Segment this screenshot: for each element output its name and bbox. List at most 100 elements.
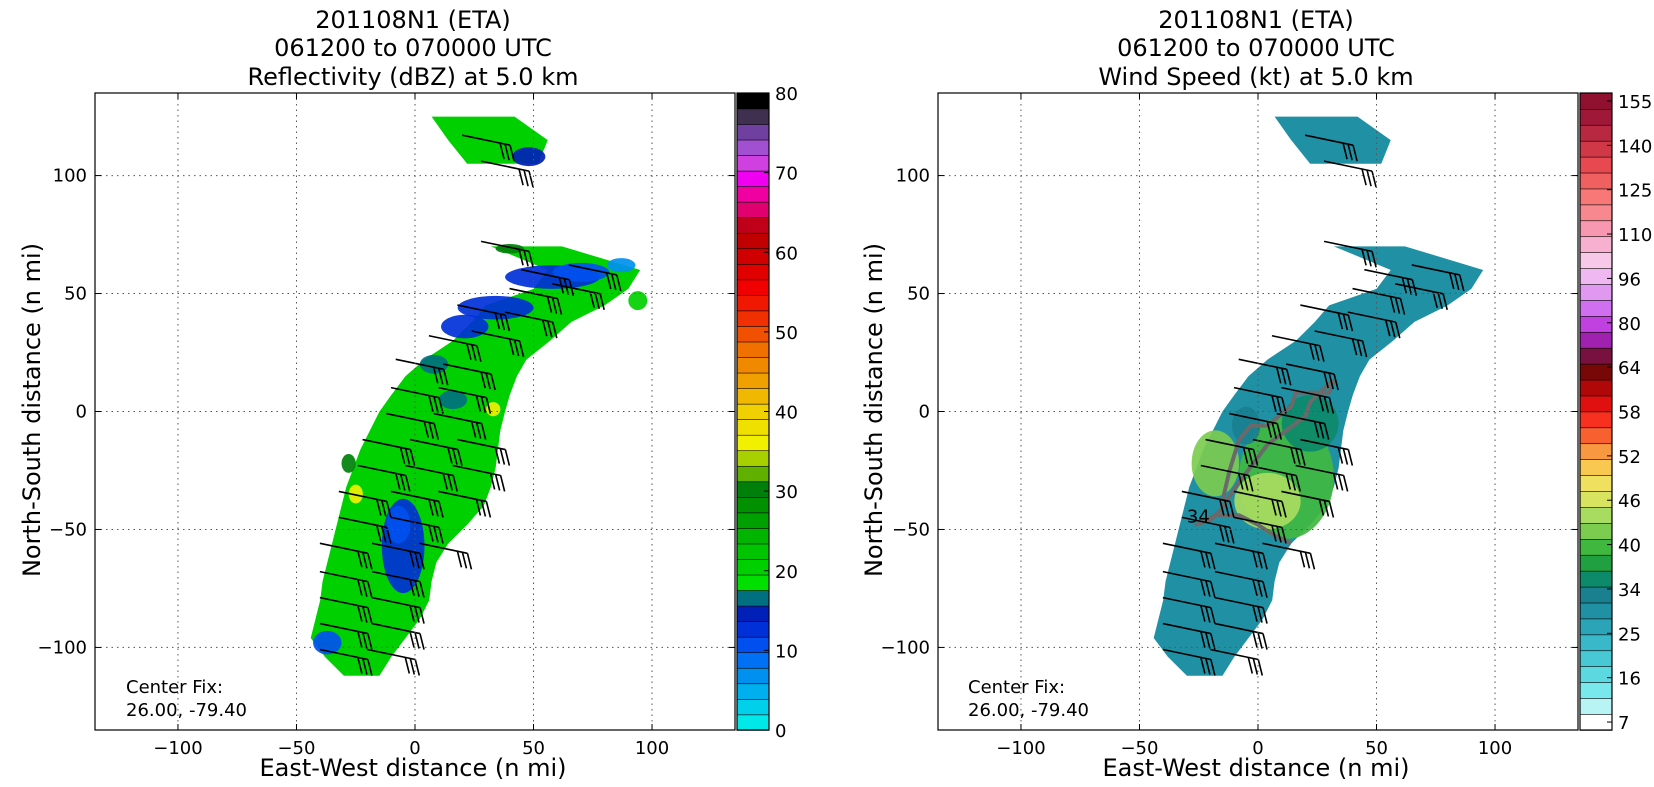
right-colorbar-bin bbox=[1579, 474, 1613, 492]
left-wind-barb bbox=[390, 490, 444, 518]
left-y-tick-label: 0 bbox=[76, 402, 87, 423]
left-wind-barb bbox=[371, 542, 425, 570]
right-wind-barb bbox=[1162, 648, 1216, 676]
left-colorbar-bin bbox=[736, 620, 770, 638]
left-wind-barb bbox=[452, 464, 506, 492]
right-colorbar-bin bbox=[1579, 634, 1613, 652]
left-wind-barb bbox=[357, 464, 411, 492]
right-wind-barb bbox=[1395, 283, 1448, 311]
right-colorbar-bin bbox=[1579, 379, 1613, 397]
right-wind-barb bbox=[1314, 330, 1368, 358]
right-y-tick-label: 100 bbox=[896, 166, 930, 187]
left-colorbar-bin bbox=[736, 512, 770, 529]
left-echo-cell bbox=[438, 390, 468, 410]
right-x-tick-label: −100 bbox=[996, 738, 1045, 759]
right-echo-cell bbox=[1281, 394, 1339, 452]
right-colorbar-bin bbox=[1579, 140, 1613, 158]
left-wind-barb bbox=[395, 358, 449, 386]
right-colorbar-bin bbox=[1579, 283, 1613, 301]
left-y-axis-label: North-South distance (n mi) bbox=[18, 243, 46, 577]
right-colorbar-bin bbox=[1579, 650, 1613, 668]
left-colorbar-bin bbox=[736, 434, 770, 452]
right-wind-barb bbox=[1281, 490, 1335, 518]
right-wind-barb bbox=[1214, 622, 1268, 650]
right-colorbar-tick-label: 25 bbox=[1618, 624, 1641, 645]
right-wind-barb bbox=[1214, 542, 1268, 570]
left-colorbar-bin bbox=[736, 652, 770, 669]
right-wind-barb bbox=[1248, 464, 1301, 492]
right-x-tick-label: −50 bbox=[1120, 738, 1158, 759]
right-x-tick-label: 100 bbox=[1478, 738, 1512, 759]
left-echo-cell bbox=[341, 453, 356, 473]
right-wind-barb bbox=[1162, 622, 1216, 650]
left-colorbar-bin bbox=[736, 294, 770, 312]
left-wind-barb bbox=[461, 134, 515, 162]
left-echo-cell bbox=[348, 484, 363, 504]
right-wind-barb bbox=[1214, 596, 1268, 624]
left-colorbar-tick-label: 60 bbox=[775, 243, 798, 264]
right-wind-barb bbox=[1323, 160, 1377, 188]
right-colorbar-bin bbox=[1579, 347, 1613, 365]
right-x-axis-label: East-West distance (n mi) bbox=[1102, 754, 1409, 782]
right-x-tick-label: 50 bbox=[1365, 738, 1388, 759]
right-title-line-1: 201108N1 (ETA) bbox=[1158, 6, 1354, 34]
left-panel: 201108N1 (ETA) 061200 to 070000 UTC Refl… bbox=[18, 6, 798, 782]
right-colorbar-bin bbox=[1579, 156, 1613, 174]
right-wind-barb bbox=[1300, 438, 1354, 466]
right-y-tick-label: −50 bbox=[892, 519, 930, 540]
right-colorbar-bin bbox=[1579, 458, 1613, 476]
left-colorbar-bin bbox=[736, 123, 770, 141]
left-colorbar-bin bbox=[736, 325, 770, 343]
left-wind-barb bbox=[438, 490, 492, 518]
right-colorbar-bin bbox=[1579, 299, 1613, 317]
right-wind-barb bbox=[1214, 570, 1268, 598]
left-wind-barb bbox=[338, 516, 392, 544]
right-colorbar-bin bbox=[1579, 506, 1613, 524]
left-colorbar-bin bbox=[736, 667, 770, 685]
left-colorbar-bin bbox=[736, 387, 770, 405]
left-colorbar-bin bbox=[736, 605, 770, 622]
right-wind-barb bbox=[1233, 490, 1287, 518]
left-colorbar-bin bbox=[736, 465, 770, 483]
right-colorbar-tick-label: 40 bbox=[1618, 536, 1641, 557]
right-plot-area: 34 −100 −50 0 50 100 −100 −50 0 50 100 bbox=[881, 92, 1579, 759]
right-wind-barb bbox=[1323, 240, 1377, 268]
left-colorbar-bin bbox=[736, 372, 770, 389]
left-title-line-3: Reflectivity (dBZ) at 5.0 km bbox=[248, 63, 579, 91]
right-title-line-2: 061200 to 070000 UTC bbox=[1117, 34, 1395, 62]
left-colorbar-tick-label: 80 bbox=[775, 84, 798, 105]
right-colorbar-bin bbox=[1579, 490, 1613, 508]
right-y-tick-label: 50 bbox=[907, 284, 930, 305]
right-colorbar-bin bbox=[1579, 538, 1613, 556]
right-wind-barb bbox=[1276, 412, 1330, 440]
right-wind-barb bbox=[1229, 412, 1283, 440]
left-wind-barb bbox=[338, 490, 392, 518]
right-colorbar-bin bbox=[1579, 570, 1613, 588]
left-echo-cell bbox=[512, 147, 546, 167]
left-center-fix-label: Center Fix: bbox=[126, 677, 223, 698]
left-x-tick-label: 100 bbox=[635, 738, 669, 759]
right-wind-barb bbox=[1271, 334, 1325, 362]
right-center-fix-value: 26.00, -79.40 bbox=[968, 700, 1089, 721]
left-x-tick-label: −50 bbox=[277, 738, 315, 759]
left-colorbar-tick-label: 50 bbox=[775, 323, 798, 344]
right-wind-barb bbox=[1411, 264, 1465, 292]
right-colorbar-tick-label: 34 bbox=[1618, 580, 1641, 601]
right-wind-barb bbox=[1281, 386, 1335, 414]
right-colorbar-bin bbox=[1579, 602, 1613, 620]
right-wind-barb bbox=[1233, 386, 1287, 414]
contour-34kt-label: 34 bbox=[1187, 506, 1210, 527]
left-colorbar-bin bbox=[736, 683, 770, 700]
left-colorbar-bin bbox=[736, 481, 770, 498]
right-y-tick-label: 0 bbox=[919, 402, 930, 423]
right-colorbar-bin bbox=[1579, 267, 1613, 285]
right-wind-barb bbox=[1304, 134, 1358, 162]
right-colorbar-tick-label: 46 bbox=[1618, 491, 1641, 512]
left-colorbar-bin bbox=[736, 139, 770, 156]
right-wind-barb bbox=[1162, 542, 1216, 570]
left-title-line-2: 061200 to 070000 UTC bbox=[274, 34, 552, 62]
right-colorbar-bin bbox=[1579, 697, 1613, 715]
left-colorbar-bin bbox=[736, 356, 770, 374]
left-wind-barb bbox=[509, 287, 563, 315]
right-colorbar-tick-label: 96 bbox=[1618, 269, 1641, 290]
